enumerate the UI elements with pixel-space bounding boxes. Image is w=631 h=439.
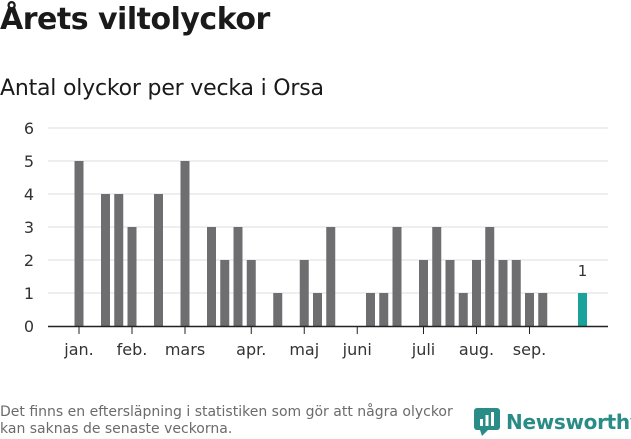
highlight-value-label: 1	[578, 262, 588, 280]
bar	[101, 194, 110, 326]
bar	[180, 161, 190, 326]
bar	[127, 227, 137, 326]
x-tick-label: juli	[411, 340, 435, 359]
newsworthy-logo-icon	[474, 408, 500, 436]
bar	[472, 260, 481, 326]
bar	[498, 260, 508, 326]
bar	[419, 260, 428, 326]
bar	[511, 260, 521, 326]
bar-current-week	[578, 293, 587, 326]
bar	[458, 293, 468, 326]
x-tick-label: mars	[165, 340, 205, 359]
brand-name: Newsworthy	[506, 410, 631, 434]
bar	[525, 293, 534, 326]
bar	[326, 227, 336, 326]
bar	[299, 260, 309, 326]
weekly-accidents-bar-chart: 0 1 2 3 4 5 6 1 jan. feb. mars apr. maj juni juli aug. s…	[24, 119, 608, 359]
bar	[114, 194, 124, 326]
bar	[445, 260, 455, 326]
y-tick-label: 2	[24, 251, 34, 270]
x-tick-label: maj	[289, 340, 319, 359]
bar	[485, 227, 495, 326]
chart-subtitle: Antal olyckor per vecka i Orsa	[0, 76, 324, 101]
bar	[246, 260, 256, 326]
brand-logo: Newsworthy	[474, 408, 631, 436]
bar	[233, 227, 243, 326]
y-tick-label: 0	[24, 317, 34, 336]
bar	[220, 260, 230, 326]
y-tick-label: 3	[24, 218, 34, 237]
chart-title: Årets viltolyckor	[0, 2, 270, 37]
x-tick-label: apr.	[236, 340, 266, 359]
bar	[74, 161, 84, 326]
bar	[379, 293, 389, 326]
bar	[392, 227, 402, 326]
footnote: Det finns en eftersläpning i statistiken…	[0, 404, 453, 437]
bar	[154, 194, 163, 326]
bar	[207, 227, 216, 326]
y-tick-label: 5	[24, 152, 34, 171]
x-tick-label: sep.	[513, 340, 546, 359]
y-tick-label: 1	[24, 284, 34, 303]
bar	[366, 293, 375, 326]
bar	[432, 227, 442, 326]
y-tick-label: 4	[24, 185, 34, 204]
bar	[273, 293, 283, 326]
bar	[313, 293, 322, 326]
x-tick-label: aug.	[459, 340, 494, 359]
y-tick-label: 6	[24, 119, 34, 138]
bar	[538, 293, 548, 326]
x-tick-label: jan.	[63, 340, 93, 359]
x-tick-label: juni	[342, 340, 372, 359]
x-tick-label: feb.	[117, 340, 148, 359]
